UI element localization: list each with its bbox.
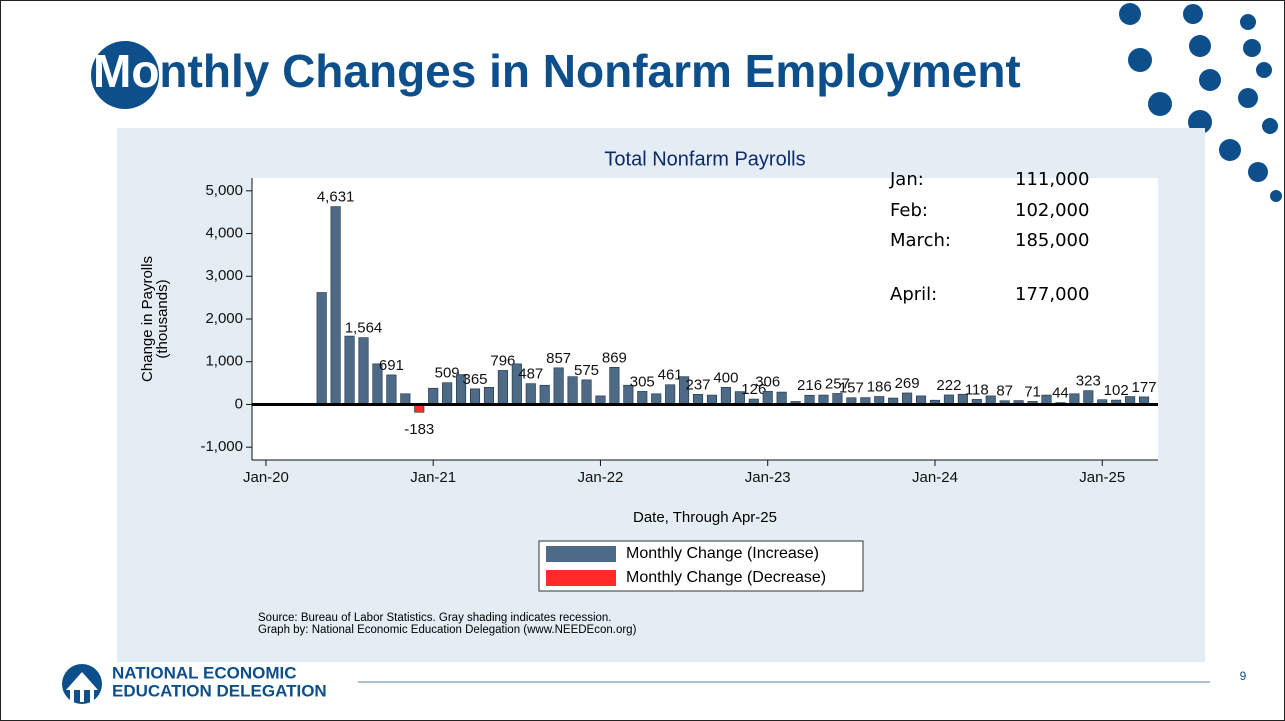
x-tick-label: Jan-24	[912, 469, 958, 486]
bar	[428, 387, 439, 405]
source-note: Source: Bureau of Labor Statistics. Gray…	[258, 612, 612, 624]
logo	[62, 664, 102, 704]
data-label: 102	[1104, 382, 1129, 399]
bar	[442, 382, 453, 405]
annotation-label: Jan:	[889, 169, 924, 190]
data-label: 126	[741, 381, 766, 398]
data-label: 257	[825, 375, 850, 392]
bar	[539, 384, 550, 405]
annotation-label: March:	[890, 230, 951, 251]
data-label: 305	[630, 373, 655, 390]
data-label: 216	[797, 377, 822, 394]
legend-swatch	[546, 546, 616, 562]
x-tick-label: Jan-20	[243, 469, 289, 486]
data-label: 691	[379, 357, 404, 374]
data-label: 157	[839, 380, 864, 397]
data-label: 323	[1076, 373, 1101, 390]
legend-swatch	[546, 570, 616, 586]
x-tick-label: Jan-25	[1079, 469, 1125, 486]
data-label: 857	[546, 350, 571, 367]
annotation-value: 177,000	[1015, 284, 1089, 305]
bar	[1069, 393, 1080, 405]
data-label: 177	[1132, 379, 1157, 396]
annotation-value: 102,000	[1015, 200, 1089, 221]
source-note: Graph by: National Economic Education De…	[258, 624, 637, 636]
bar	[358, 337, 369, 405]
bar	[469, 388, 481, 405]
data-label: 186	[867, 378, 892, 395]
bar	[553, 367, 564, 405]
data-label: 869	[602, 349, 627, 366]
x-tick-label: Jan-23	[745, 469, 791, 486]
annotation-value: 185,000	[1015, 230, 1089, 251]
y-axis-label: (thousands)	[154, 279, 171, 358]
data-label: 44	[1052, 385, 1069, 402]
data-label: 509	[435, 365, 460, 382]
y-tick-label: 5,000	[205, 182, 243, 199]
annotation-value: 111,000	[1015, 169, 1089, 190]
bar	[483, 387, 494, 405]
y-tick-label: -1,000	[200, 438, 243, 455]
y-tick-label: 0	[235, 395, 243, 412]
bar	[567, 376, 578, 405]
decor-dots	[1119, 3, 1282, 202]
y-tick-label: 2,000	[205, 310, 243, 327]
annotation-label: Feb:	[890, 200, 928, 221]
y-axis-label: Change in Payrolls	[139, 256, 156, 382]
bar	[400, 393, 411, 405]
data-label: 487	[518, 366, 543, 383]
data-label: 269	[895, 375, 920, 392]
data-label: 237	[686, 376, 711, 393]
x-tick-label: Jan-22	[578, 469, 624, 486]
y-tick-label: 1,000	[205, 353, 243, 370]
bar	[692, 394, 704, 405]
bar	[330, 206, 341, 405]
y-tick-label: 4,000	[205, 225, 243, 242]
bar	[651, 393, 662, 405]
bar	[637, 391, 648, 405]
data-label: 118	[965, 381, 989, 398]
x-tick-label: Jan-21	[410, 469, 456, 486]
bar	[344, 335, 355, 405]
bar	[609, 367, 620, 405]
bar	[525, 383, 536, 405]
bar	[720, 387, 731, 405]
data-label: 71	[1024, 383, 1041, 400]
bar	[1083, 390, 1094, 405]
page-number: 9	[1240, 669, 1247, 683]
bar	[902, 392, 913, 405]
data-label: 1,564	[345, 320, 383, 337]
slide-title: Monthly Changes in Nonfarm Employment	[93, 45, 1021, 97]
data-label: -183	[404, 421, 434, 438]
y-tick-label: 3,000	[205, 267, 243, 284]
bar	[762, 391, 773, 405]
bar	[386, 374, 397, 405]
chart-title: Total Nonfarm Payrolls	[604, 148, 805, 170]
legend-label: Monthly Change (Decrease)	[626, 569, 826, 586]
data-label: 4,631	[317, 189, 355, 206]
bar	[776, 391, 787, 405]
data-label: 796	[490, 352, 515, 369]
x-axis-label: Date, Through Apr-25	[633, 509, 777, 526]
bar	[581, 379, 592, 405]
annotation-label: April:	[890, 284, 937, 305]
data-label: 87	[996, 383, 1013, 400]
logo-text: NATIONAL ECONOMIC	[112, 663, 296, 682]
logo-text: EDUCATION DELEGATION	[112, 681, 327, 700]
bar	[497, 370, 508, 405]
plot-area	[252, 178, 1158, 460]
data-label: 306	[755, 373, 780, 390]
legend-label: Monthly Change (Increase)	[626, 545, 819, 562]
bar	[665, 384, 676, 405]
data-label: 400	[713, 369, 738, 386]
data-label: 365	[462, 371, 487, 388]
bar	[316, 292, 327, 405]
title-circle	[91, 41, 159, 109]
data-label: 222	[936, 377, 961, 394]
data-label: 461	[658, 367, 683, 384]
data-label: 575	[574, 362, 599, 379]
